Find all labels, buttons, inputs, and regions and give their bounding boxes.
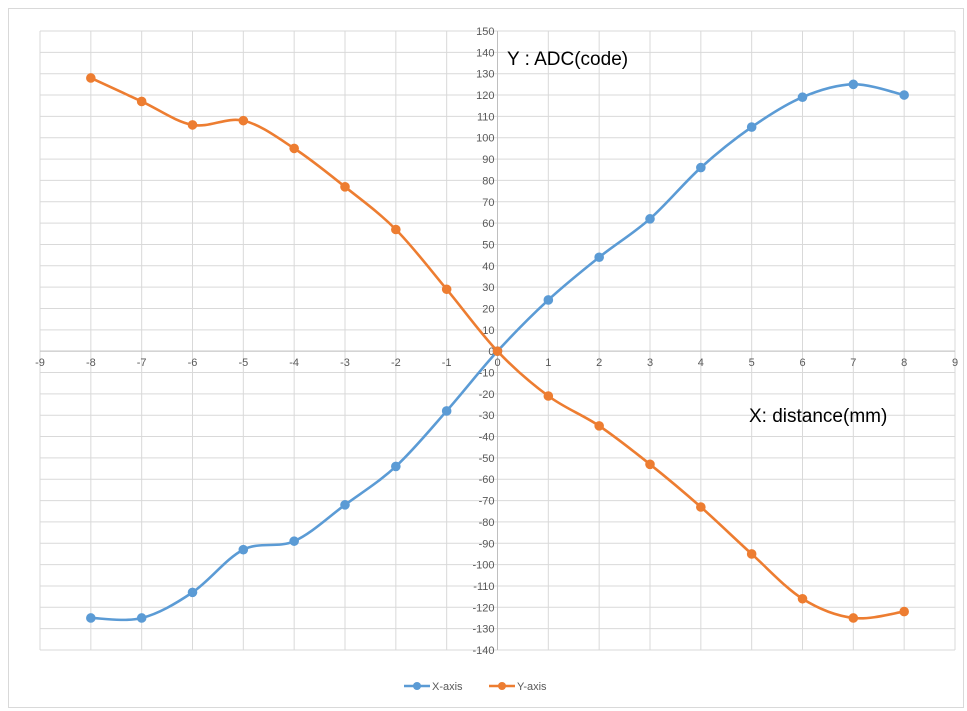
data-point-x-axis: [594, 252, 604, 263]
legend-marker-x-axis: [413, 682, 421, 690]
data-point-y-axis: [543, 391, 554, 401]
annotation-y-label: Y : ADC(code): [507, 49, 628, 70]
x-tick-label: 3: [647, 357, 653, 369]
annotation-x-label: X: distance(mm): [749, 406, 887, 427]
y-tick-label: 150: [476, 26, 494, 38]
y-tick-label: -50: [479, 453, 495, 465]
y-tick-label: 70: [482, 197, 494, 209]
y-tick-label: 50: [482, 239, 494, 251]
y-tick-label: -30: [479, 410, 495, 422]
x-tick-label: 8: [901, 357, 907, 369]
data-point-x-axis: [289, 536, 299, 546]
y-tick-label: -70: [479, 496, 495, 508]
y-tick-label: -120: [472, 602, 494, 614]
y-tick-label: 80: [482, 175, 494, 187]
x-tick-label: -6: [188, 357, 198, 369]
data-point-x-axis: [696, 162, 706, 173]
data-point-y-axis: [696, 502, 706, 512]
legend: X-axis Y-axis: [404, 681, 547, 693]
x-tick-label: 0: [494, 357, 500, 369]
y-tick-label: 0: [488, 346, 494, 358]
legend-label-x-axis: X-axis: [432, 681, 463, 693]
line-chart: -9 -8 -7 -6 -5 -4 -3 -2 -1 0 1 2 3 4 5 6 7 8 9-140-130-120…: [35, 26, 958, 693]
y-tick-label: -100: [472, 560, 494, 572]
data-point-y-axis: [340, 182, 350, 192]
y-tick-label: -20: [479, 389, 495, 401]
x-tick-label: -3: [340, 357, 350, 369]
x-tick-label: -9: [35, 357, 45, 369]
data-point-x-axis: [543, 295, 554, 305]
data-point-x-axis: [746, 122, 757, 132]
x-tick-label: 2: [596, 357, 602, 369]
y-tick-label: -140: [472, 645, 494, 657]
x-tick-label: -8: [86, 357, 96, 369]
data-point-y-axis: [492, 346, 503, 356]
legend-marker-y-axis: [498, 682, 506, 690]
data-point-y-axis: [594, 421, 604, 431]
data-point-y-axis: [187, 120, 198, 130]
data-point-y-axis: [899, 606, 909, 617]
data-point-x-axis: [86, 613, 96, 623]
data-point-y-axis: [441, 284, 452, 295]
y-tick-label: -80: [479, 517, 495, 529]
y-tick-label: 60: [482, 218, 494, 230]
x-tick-label: -2: [391, 357, 401, 369]
data-point-y-axis: [797, 593, 808, 604]
x-tick-label: 6: [799, 357, 805, 369]
y-tick-label: 20: [482, 303, 494, 315]
y-tick-label: -40: [479, 432, 495, 444]
y-tick-label: 120: [476, 90, 494, 102]
y-tick-label: -90: [479, 538, 495, 550]
data-point-x-axis: [797, 92, 808, 102]
y-tick-label: -10: [479, 368, 495, 380]
x-tick-label: 7: [850, 357, 856, 369]
data-point-x-axis: [187, 587, 198, 598]
x-tick-label: -5: [238, 357, 248, 369]
data-point-y-axis: [238, 115, 249, 126]
data-point-x-axis: [391, 461, 401, 472]
legend-label-y-axis: Y-axis: [517, 681, 547, 693]
x-tick-label: 1: [545, 357, 551, 369]
x-tick-label: -1: [442, 357, 452, 369]
data-point-y-axis: [289, 143, 299, 154]
data-point-x-axis: [340, 500, 350, 510]
data-point-x-axis: [136, 613, 147, 623]
x-tick-label: 9: [952, 357, 958, 369]
y-tick-label: 90: [482, 154, 494, 166]
y-tick-label: 140: [476, 47, 494, 59]
x-tick-label: -7: [137, 357, 147, 369]
data-point-x-axis: [645, 214, 655, 224]
data-point-y-axis: [391, 224, 401, 235]
y-tick-label: 110: [477, 111, 495, 123]
y-tick-label: -60: [479, 474, 495, 486]
tick-labels: -9 -8 -7 -6 -5 -4 -3 -2 -1 0 1 2 3 4 5 6 7 8 9-140-130-120…: [35, 26, 958, 657]
data-point-x-axis: [899, 90, 909, 100]
y-tick-label: 10: [482, 325, 494, 337]
data-point-y-axis: [136, 96, 147, 107]
data-point-y-axis: [848, 613, 859, 623]
chart-frame: -9 -8 -7 -6 -5 -4 -3 -2 -1 0 1 2 3 4 5 6 7 8 9 -140 -130 -120…: [8, 8, 964, 708]
y-tick-label: 30: [482, 282, 494, 294]
x-tick-label: 4: [698, 357, 704, 369]
series-lines: [86, 73, 909, 623]
axes: [40, 31, 955, 650]
data-point-x-axis: [238, 544, 249, 555]
x-tick-label: 5: [749, 357, 755, 369]
data-point-x-axis: [441, 406, 452, 416]
y-tick-label: 40: [482, 261, 494, 273]
data-point-y-axis: [645, 459, 655, 470]
y-tick-label: 100: [476, 133, 494, 145]
y-tick-label: 130: [476, 69, 494, 81]
data-point-x-axis: [848, 79, 859, 90]
annotations: Y : ADC(code) X: distance(mm): [507, 49, 887, 427]
y-tick-label: -130: [472, 624, 494, 636]
data-point-y-axis: [746, 549, 757, 559]
y-tick-label: -110: [473, 581, 494, 593]
data-point-y-axis: [86, 73, 96, 83]
x-tick-label: -4: [289, 357, 299, 369]
